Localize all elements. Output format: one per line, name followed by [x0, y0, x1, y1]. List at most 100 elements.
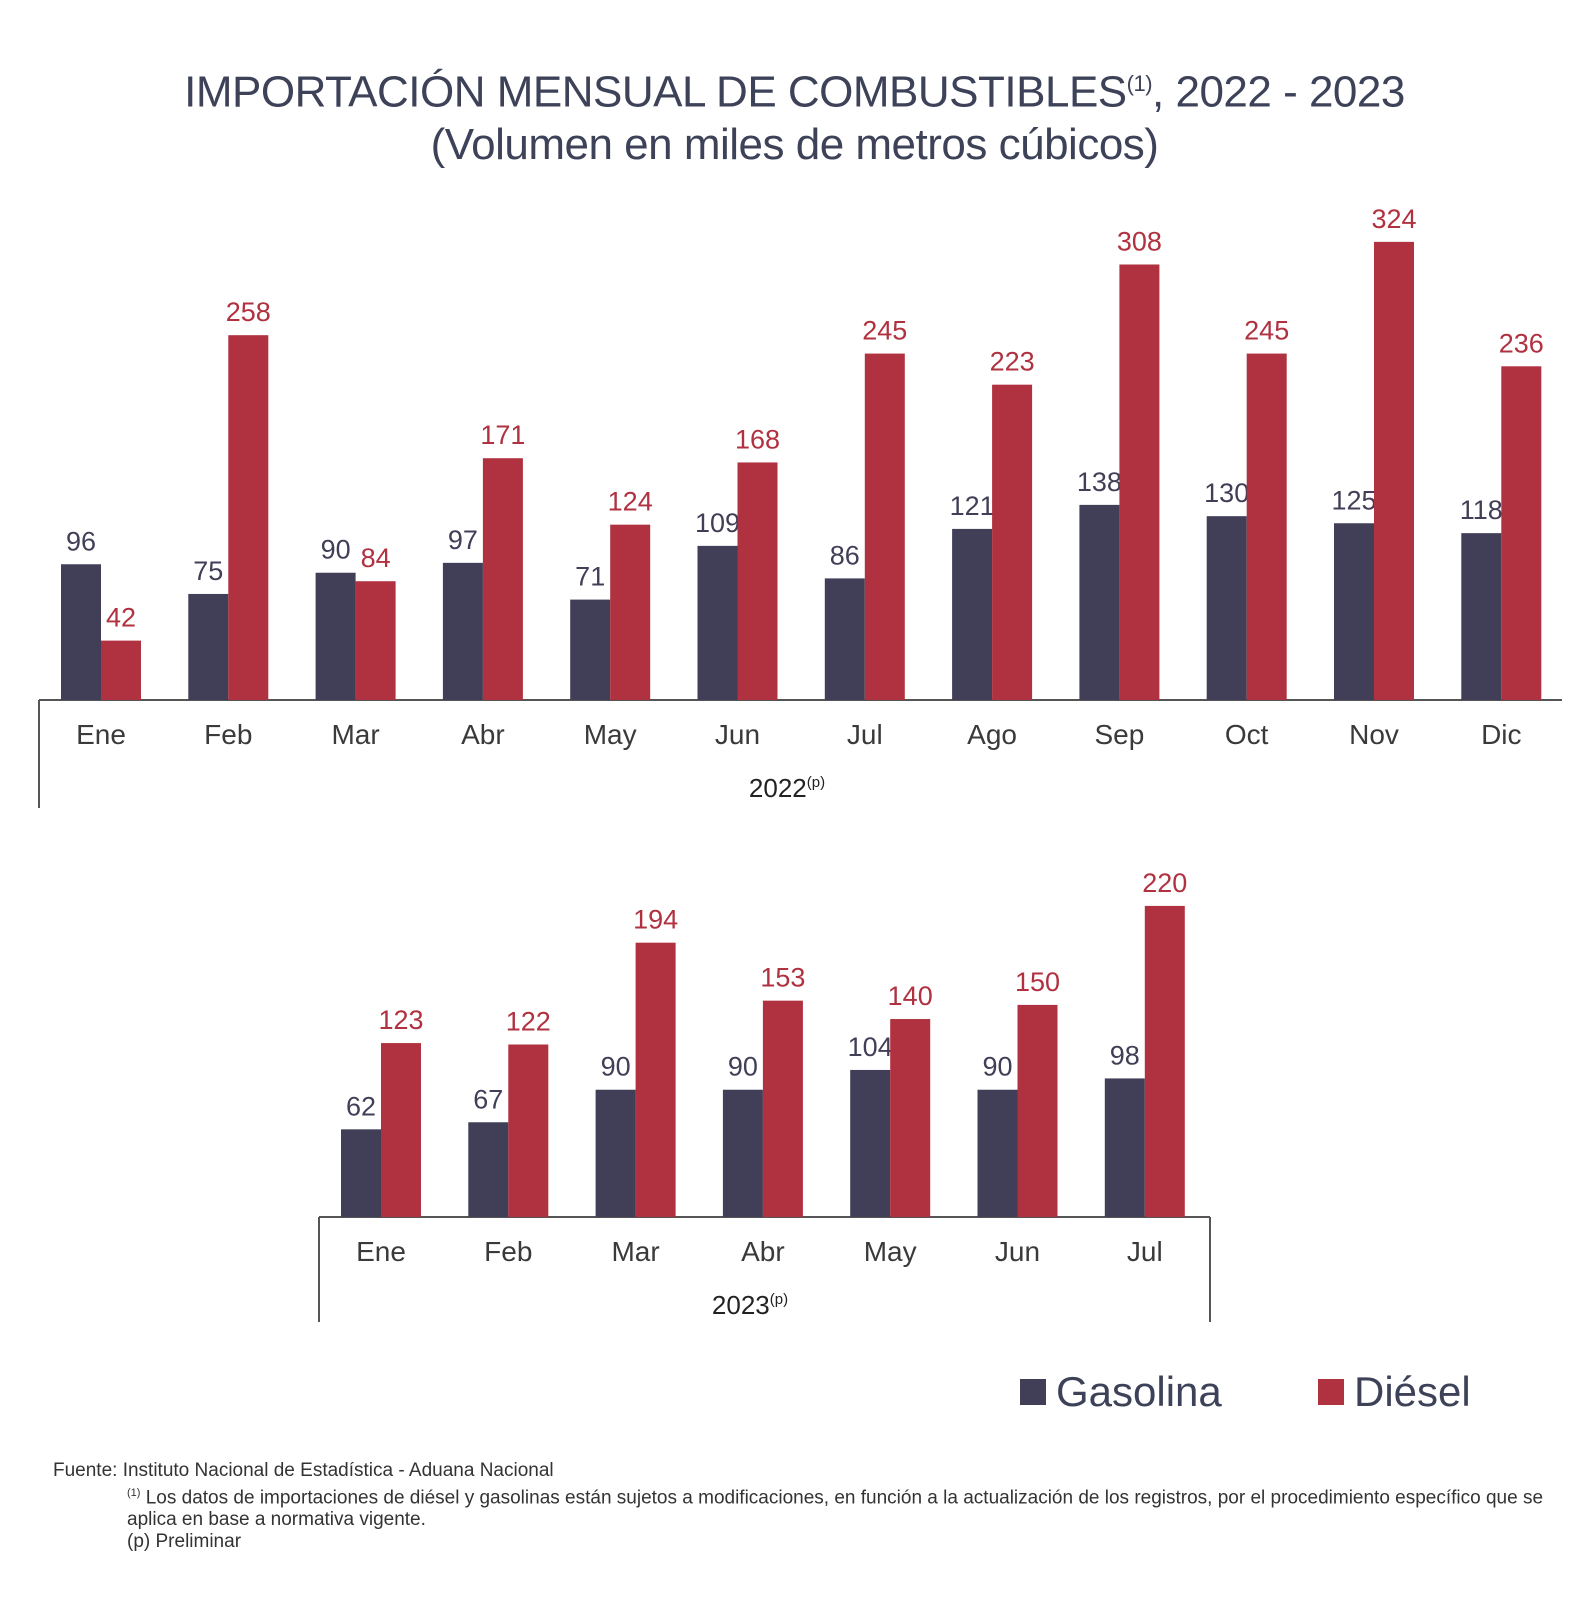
- legend-label-diesel: Diésel: [1354, 1368, 1471, 1415]
- chart-title: IMPORTACIÓN MENSUAL DE COMBUSTIBLES(1), …: [0, 58, 1589, 171]
- footer-note-1-mark: (1): [127, 1487, 141, 1499]
- data-label-gasolina-2022-ene: 96: [66, 526, 96, 556]
- x-tick-label-2022-nov: Nov: [1349, 719, 1399, 750]
- bar-diesel-2022-sep: [1119, 264, 1160, 700]
- legend-diesel: Diésel: [1318, 1368, 1471, 1416]
- data-label-diesel-2022-jul: 245: [862, 316, 907, 346]
- bar-gasolina-2022-jul: [824, 578, 865, 700]
- footer-note-1: (1) Los datos de importaciones de diésel…: [53, 1482, 1563, 1531]
- data-label-gasolina-2023-mar: 90: [601, 1052, 631, 1082]
- data-label-gasolina-2023-may: 104: [848, 1032, 893, 1062]
- bar-gasolina-2022-oct: [1206, 516, 1247, 700]
- bar-gasolina-2023-mar: [595, 1089, 636, 1217]
- title-footnote-mark: (1): [1126, 71, 1153, 96]
- bar-diesel-2022-jun: [737, 462, 778, 700]
- bar-gasolina-2023-abr: [722, 1089, 763, 1217]
- x-tick-label-2022-may: May: [584, 719, 637, 750]
- bar-diesel-2022-feb: [228, 335, 269, 700]
- bar-gasolina-2022-nov: [1334, 523, 1374, 700]
- data-label-gasolina-2022-oct: 130: [1204, 478, 1249, 508]
- bar-diesel-2023-ene: [381, 1043, 421, 1217]
- bar-diesel-2023-abr: [762, 1000, 803, 1217]
- bar-diesel-2023-feb: [508, 1044, 549, 1217]
- bar-diesel-2022-may: [610, 524, 651, 700]
- data-label-diesel-2022-ago: 223: [990, 347, 1035, 377]
- year-label-2022: 2022(p): [749, 773, 825, 803]
- bar-gasolina-2023-feb: [468, 1122, 509, 1217]
- x-tick-label-2023-mar: Mar: [611, 1236, 659, 1267]
- data-label-gasolina-2022-may: 71: [575, 562, 605, 592]
- bar-diesel-2022-nov: [1374, 241, 1414, 700]
- bar-gasolina-2022-mar: [315, 572, 356, 700]
- footer-note-2: (p) Preliminar: [127, 1531, 242, 1553]
- data-label-gasolina-2022-mar: 90: [321, 535, 351, 565]
- data-label-gasolina-2022-dic: 118: [1460, 495, 1503, 525]
- bar-gasolina-2022-dic: [1461, 533, 1502, 700]
- data-label-diesel-2023-jul: 220: [1142, 868, 1187, 898]
- data-label-diesel-2022-ene: 42: [106, 603, 136, 633]
- data-label-diesel-2022-dic: 236: [1499, 328, 1544, 358]
- legend-label-gasolina: Gasolina: [1056, 1368, 1222, 1415]
- bar-gasolina-2022-ago: [952, 528, 993, 700]
- data-label-gasolina-2022-jul: 86: [830, 540, 860, 570]
- data-label-gasolina-2023-abr: 90: [728, 1052, 758, 1082]
- bar-diesel-2023-jul: [1144, 905, 1185, 1217]
- x-tick-label-2022-dic: Dic: [1481, 719, 1521, 750]
- data-label-gasolina-2023-feb: 67: [473, 1084, 503, 1114]
- data-label-gasolina-2022-abr: 97: [448, 525, 478, 555]
- data-label-diesel-2023-abr: 153: [760, 963, 805, 993]
- bar-gasolina-2022-may: [570, 599, 611, 700]
- data-label-gasolina-2022-nov: 125: [1331, 485, 1376, 515]
- title-line-2: (Volumen en miles de metros cúbicos): [430, 119, 1159, 169]
- bar-gasolina-2022-jun: [697, 545, 738, 700]
- bar-gasolina-2022-abr: [442, 562, 483, 700]
- bar-gasolina-2022-ene: [61, 564, 101, 700]
- year-label-text-2023: 2023: [712, 1290, 770, 1320]
- data-label-diesel-2023-may: 140: [888, 981, 933, 1011]
- data-label-diesel-2022-jun: 168: [735, 424, 780, 454]
- data-label-diesel-2023-jun: 150: [1015, 967, 1060, 997]
- bar-diesel-2023-jun: [1017, 1004, 1058, 1217]
- data-label-diesel-2022-oct: 245: [1244, 316, 1289, 346]
- bar-gasolina-2022-sep: [1079, 504, 1120, 700]
- data-label-diesel-2023-feb: 122: [506, 1006, 551, 1036]
- x-tick-label-2023-jun: Jun: [995, 1236, 1040, 1267]
- x-tick-label-2022-sep: Sep: [1094, 719, 1144, 750]
- bar-gasolina-2023-ene: [341, 1129, 381, 1217]
- bar-diesel-2022-ago: [992, 384, 1033, 700]
- bar-gasolina-2023-jul: [1104, 1078, 1145, 1217]
- bar-diesel-2023-may: [890, 1019, 931, 1217]
- x-tick-label-2022-ene: Ene: [76, 719, 126, 750]
- x-tick-label-2023-feb: Feb: [484, 1236, 532, 1267]
- data-label-gasolina-2022-ago: 121: [950, 491, 995, 521]
- bar-diesel-2022-jul: [864, 353, 905, 700]
- legend-gasolina: Gasolina: [1020, 1368, 1222, 1416]
- x-tick-label-2022-jun: Jun: [715, 719, 760, 750]
- legend-swatch-gasolina: [1020, 1379, 1046, 1405]
- bar-diesel-2023-mar: [635, 942, 676, 1217]
- bar-gasolina-2023-may: [850, 1069, 891, 1217]
- x-tick-label-2023-may: May: [864, 1236, 917, 1267]
- data-label-gasolina-2022-sep: 138: [1077, 467, 1122, 497]
- data-label-diesel-2022-mar: 84: [361, 543, 391, 573]
- bar-diesel-2022-ene: [101, 640, 141, 700]
- x-tick-label-2022-feb: Feb: [204, 719, 252, 750]
- year-label-2023: 2023(p): [712, 1290, 788, 1320]
- data-label-diesel-2022-feb: 258: [226, 297, 271, 327]
- x-tick-label-2022-oct: Oct: [1225, 719, 1269, 750]
- data-label-gasolina-2023-ene: 62: [346, 1091, 376, 1121]
- footer-notes: Fuente: Instituto Nacional de Estadístic…: [53, 1460, 1563, 1553]
- bar-diesel-2022-abr: [482, 458, 523, 700]
- x-tick-label-2022-mar: Mar: [331, 719, 379, 750]
- bar-diesel-2022-dic: [1501, 366, 1542, 700]
- data-label-gasolina-2022-jun: 109: [695, 508, 740, 538]
- data-label-gasolina-2023-jul: 98: [1110, 1040, 1140, 1070]
- bar-gasolina-2022-feb: [188, 593, 229, 700]
- data-label-gasolina-2022-feb: 75: [193, 556, 223, 586]
- year-label-sup-2022: (p): [807, 774, 825, 791]
- data-label-gasolina-2023-jun: 90: [982, 1052, 1012, 1082]
- data-label-diesel-2023-mar: 194: [633, 905, 678, 935]
- title-years: , 2022 - 2023: [1152, 67, 1405, 117]
- legend-swatch-diesel: [1318, 1379, 1344, 1405]
